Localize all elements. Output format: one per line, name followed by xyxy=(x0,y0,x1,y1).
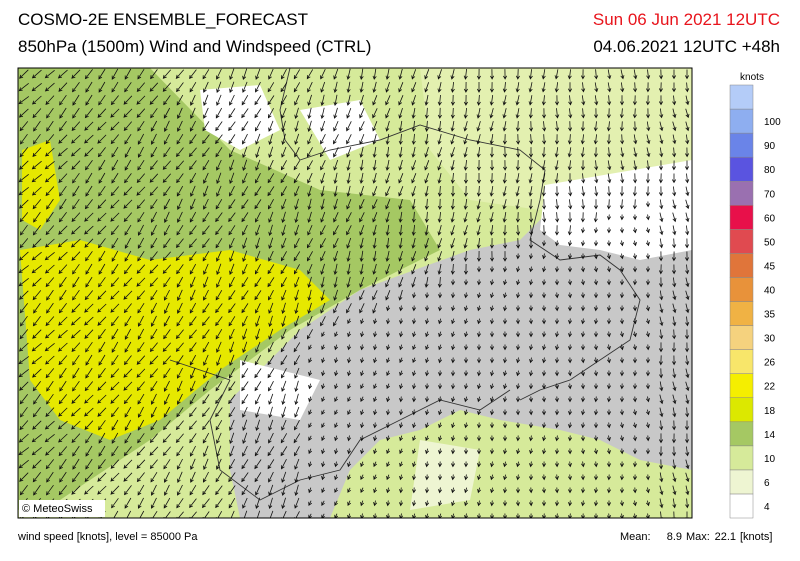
colorbar-label: 60 xyxy=(764,213,776,224)
colorbar-box xyxy=(729,156,754,182)
map: © MeteoSwiss xyxy=(17,67,693,519)
run-time: 04.06.2021 12UTC +48h xyxy=(593,37,780,56)
colorbar-box xyxy=(729,277,754,302)
calm-patch xyxy=(200,85,280,150)
colorbar-unit: knots xyxy=(740,72,764,83)
colorbar-box xyxy=(729,180,754,206)
colorbar-label: 10 xyxy=(764,454,776,465)
alps-calm-region xyxy=(230,185,692,518)
colorbar-label: 22 xyxy=(764,382,776,393)
colorbar-box xyxy=(729,84,754,110)
colorbar-box xyxy=(729,325,754,350)
strong-wind-patch xyxy=(22,140,60,230)
max-label: Max: xyxy=(686,531,710,543)
wind-arrows xyxy=(18,68,690,518)
colorbar-label: 70 xyxy=(764,189,776,200)
colorbar: knots 4 6 10 14 18 22 26 30 35 40 45 50 60 70 80 90 100 xyxy=(729,72,781,519)
calm-patch xyxy=(540,160,692,260)
colorbar-box xyxy=(729,373,754,398)
mean-value: 8.9 xyxy=(667,531,682,543)
light-wind-patch xyxy=(410,440,480,510)
border xyxy=(279,68,641,401)
strong-wind-region xyxy=(20,240,330,440)
colorbar-label: 100 xyxy=(764,117,781,128)
colorbar-box xyxy=(729,469,754,495)
colorbar-box xyxy=(729,108,754,134)
colorbar-label: 45 xyxy=(764,261,776,272)
colorbar-box xyxy=(729,397,754,423)
colorbar-box xyxy=(729,229,754,254)
colorbar-label: 18 xyxy=(764,406,776,417)
unit: [knots] xyxy=(740,531,772,543)
copyright-box xyxy=(19,500,105,517)
colorbar-label: 35 xyxy=(764,310,776,321)
colorbar-box xyxy=(729,493,754,519)
colorbar-label: 50 xyxy=(764,237,776,248)
colorbar-label: 6 xyxy=(764,478,770,489)
colorbar-box xyxy=(729,132,754,158)
colorbar-label: 30 xyxy=(764,334,776,345)
colorbar-label: 14 xyxy=(764,430,776,441)
title: COSMO-2E ENSEMBLE_FORECAST xyxy=(18,10,308,29)
colorbar-label: 26 xyxy=(764,358,776,369)
colorbar-label: 80 xyxy=(764,165,776,176)
map-frame xyxy=(17,67,693,519)
colorbar-box xyxy=(729,253,754,278)
colorbar-label: 4 xyxy=(764,502,770,513)
colorbar-box xyxy=(729,349,754,374)
colorbar-box xyxy=(729,205,754,230)
subtitle: 850hPa (1500m) Wind and Windspeed (CTRL) xyxy=(18,37,371,56)
colorbar-label: 40 xyxy=(764,285,776,296)
valid-time: Sun 06 Jun 2021 12UTC xyxy=(593,10,780,29)
colorbar-box xyxy=(729,421,754,447)
max-value: 22.1 xyxy=(715,531,736,543)
colorbar-label: 90 xyxy=(764,141,776,152)
description: wind speed [knots], level = 85000 Pa xyxy=(17,531,198,543)
colorbar-box xyxy=(729,445,754,471)
colorbar-box xyxy=(729,301,754,326)
mean-label: Mean: xyxy=(620,531,651,543)
copyright: © MeteoSwiss xyxy=(22,503,93,515)
calm-patch xyxy=(240,360,320,420)
